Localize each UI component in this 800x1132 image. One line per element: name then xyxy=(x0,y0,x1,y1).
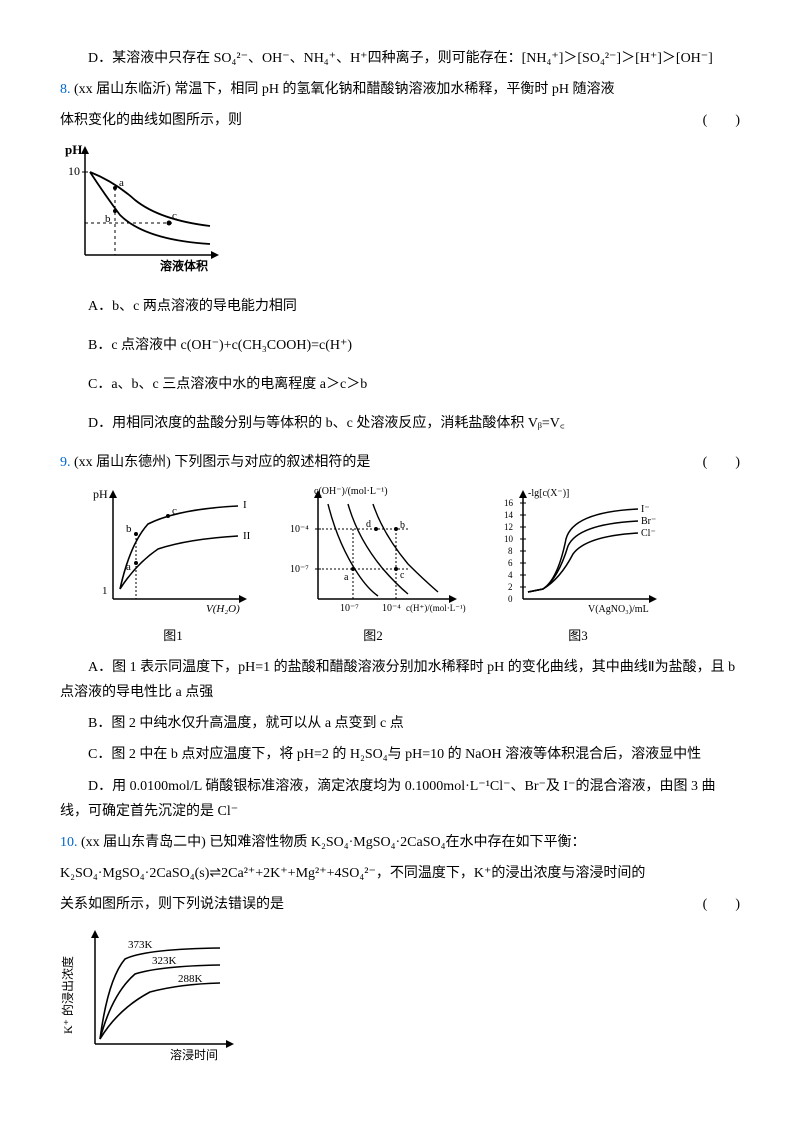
svg-text:a: a xyxy=(344,572,349,583)
svg-text:2: 2 xyxy=(508,582,513,592)
q8-graph: pH 10 a b c 溶液体积 xyxy=(60,140,230,280)
q8-paren: ( ) xyxy=(703,108,740,133)
svg-text:16: 16 xyxy=(504,498,514,508)
q8-source: (xx 届山东临沂) xyxy=(74,82,171,97)
q9-fig3: -lg[c(X⁻)] 0 2 4 6 8 10 12 14 16 I⁻ Br⁻ … xyxy=(488,484,668,647)
q9-fig2-cap: 图2 xyxy=(278,624,468,647)
q10-stem-line1: 10. (xx 届山东青岛二中) 已知难溶性物质 K₂SO₄·MgSO₄·2Ca… xyxy=(60,830,740,855)
svg-text:c: c xyxy=(400,570,405,581)
q8-text1: 常温下，相同 pH 的氢氧化钠和醋酸钠溶液加水稀释，平衡时 pH 随溶液 xyxy=(174,82,614,97)
svg-text:8: 8 xyxy=(508,546,513,556)
q10-paren: ( ) xyxy=(703,892,740,917)
q9-optA: A．图 1 表示同温度下，pH=1 的盐酸和醋酸溶液分别加水稀释时 pH 的变化… xyxy=(60,655,740,705)
svg-text:10⁻⁷: 10⁻⁷ xyxy=(290,564,309,575)
svg-text:V(AgNO₃)/mL: V(AgNO₃)/mL xyxy=(588,604,649,615)
q9-fig1-cap: 图1 xyxy=(88,624,258,647)
q8-optA: A．b、c 两点溶液的导电能力相同 xyxy=(88,294,740,319)
svg-text:10: 10 xyxy=(504,534,514,544)
svg-text:II: II xyxy=(243,530,251,542)
svg-text:c(OH⁻)/(mol·L⁻¹): c(OH⁻)/(mol·L⁻¹) xyxy=(314,486,388,497)
q9-source: (xx 届山东德州) xyxy=(74,455,171,470)
q7-optD: D．某溶液中只存在 SO₄²⁻、OH⁻、NH₄⁺、H⁺四种离子，则可能存在：[N… xyxy=(60,46,740,71)
svg-text:14: 14 xyxy=(504,510,514,520)
q8-number: 8. xyxy=(60,82,71,97)
q9-text: 下列图示与对应的叙述相符的是 xyxy=(174,455,370,470)
q9-optD: D．用 0.0100mol/L 硝酸银标准溶液，滴定浓度均为 0.1000mol… xyxy=(60,774,740,824)
q10-source: (xx 届山东青岛二中) xyxy=(81,835,206,850)
q8-optC: C．a、b、c 三点溶液中水的电离程度 a＞c＞b xyxy=(88,372,740,397)
q10-text1: 已知难溶性物质 K₂SO₄·MgSO₄·2CaSO₄在水中存在如下平衡： xyxy=(209,835,585,850)
svg-text:0: 0 xyxy=(508,594,513,604)
svg-text:Br⁻: Br⁻ xyxy=(641,516,656,527)
svg-text:溶浸时间: 溶浸时间 xyxy=(170,1047,218,1062)
svg-text:b: b xyxy=(126,523,132,535)
svg-text:K⁺ 的浸出浓度: K⁺ 的浸出浓度 xyxy=(60,956,75,1034)
q10-number: 10. xyxy=(60,835,78,850)
svg-text:I: I xyxy=(243,499,247,511)
q9-number: 9. xyxy=(60,455,71,470)
q8-ylabel: pH xyxy=(65,142,82,157)
q8-stem-line2: 体积变化的曲线如图所示，则 ( ) xyxy=(60,108,740,133)
q8-text2: 体积变化的曲线如图所示，则 xyxy=(60,113,242,128)
svg-text:c: c xyxy=(172,210,177,222)
svg-text:a: a xyxy=(119,177,124,189)
q8-optB: B．c 点溶液中 c(OH⁻)+c(CH₃COOH)=c(H⁺) xyxy=(88,333,740,358)
svg-text:288K: 288K xyxy=(178,973,203,985)
svg-text:I⁻: I⁻ xyxy=(641,504,650,515)
q9-stem: 9. (xx 届山东德州) 下列图示与对应的叙述相符的是 ( ) xyxy=(60,450,740,475)
svg-text:b: b xyxy=(400,520,405,531)
q9-figures: pH 1 b a c I II V(H₂O) 图1 c(OH⁻)/(mol·L⁻… xyxy=(88,484,740,647)
q9-optB: B．图 2 中纯水仅升高温度，就可以从 a 点变到 c 点 xyxy=(60,711,740,736)
q10-text2: 关系如图所示，则下列说法错误的是 xyxy=(60,897,284,912)
q10-eq: K₂SO₄·MgSO₄·2CaSO₄(s)⇌2Ca²⁺+2K⁺+Mg²⁺+4SO… xyxy=(60,861,740,886)
svg-text:323K: 323K xyxy=(152,955,177,967)
svg-text:10⁻⁷: 10⁻⁷ xyxy=(340,603,359,614)
svg-text:c(H⁺)/(mol·L⁻¹): c(H⁺)/(mol·L⁻¹) xyxy=(406,603,466,613)
svg-text:V(H₂O): V(H₂O) xyxy=(206,603,240,615)
svg-text:-lg[c(X⁻)]: -lg[c(X⁻)] xyxy=(528,488,569,499)
q9-paren: ( ) xyxy=(703,450,740,475)
svg-text:a: a xyxy=(126,561,131,573)
q9-fig2: c(OH⁻)/(mol·L⁻¹) 10⁻⁴ 10⁻⁷ a b c d 10⁻⁷ … xyxy=(278,484,468,647)
q10-graph: K⁺ 的浸出浓度 373K 323K 288K 溶浸时间 xyxy=(60,924,250,1074)
svg-text:373K: 373K xyxy=(128,939,153,951)
q8-ytick: 10 xyxy=(68,164,80,178)
q9-fig3-cap: 图3 xyxy=(488,624,668,647)
svg-text:Cl⁻: Cl⁻ xyxy=(641,528,656,539)
q8-optD: D．用相同浓度的盐酸分别与等体积的 b、c 处溶液反应，消耗盐酸体积 Vᵦ=V꜀ xyxy=(88,411,740,436)
svg-text:6: 6 xyxy=(508,558,513,568)
svg-text:c: c xyxy=(172,505,177,517)
q9-optC: C．图 2 中在 b 点对应温度下，将 pH=2 的 H₂SO₄与 pH=10 … xyxy=(60,742,740,767)
svg-text:4: 4 xyxy=(508,570,513,580)
q10-stem-line2: 关系如图所示，则下列说法错误的是 ( ) xyxy=(60,892,740,917)
svg-text:pH: pH xyxy=(93,487,108,501)
svg-text:d: d xyxy=(366,519,371,530)
q9-fig1: pH 1 b a c I II V(H₂O) 图1 xyxy=(88,484,258,647)
q8-xlabel: 溶液体积 xyxy=(160,258,208,273)
svg-text:12: 12 xyxy=(504,522,513,532)
svg-text:10⁻⁴: 10⁻⁴ xyxy=(290,524,309,535)
svg-text:1: 1 xyxy=(102,585,108,597)
q8-stem-line1: 8. (xx 届山东临沂) 常温下，相同 pH 的氢氧化钠和醋酸钠溶液加水稀释，… xyxy=(60,77,740,102)
svg-text:b: b xyxy=(105,213,111,225)
svg-text:10⁻⁴: 10⁻⁴ xyxy=(382,603,401,614)
